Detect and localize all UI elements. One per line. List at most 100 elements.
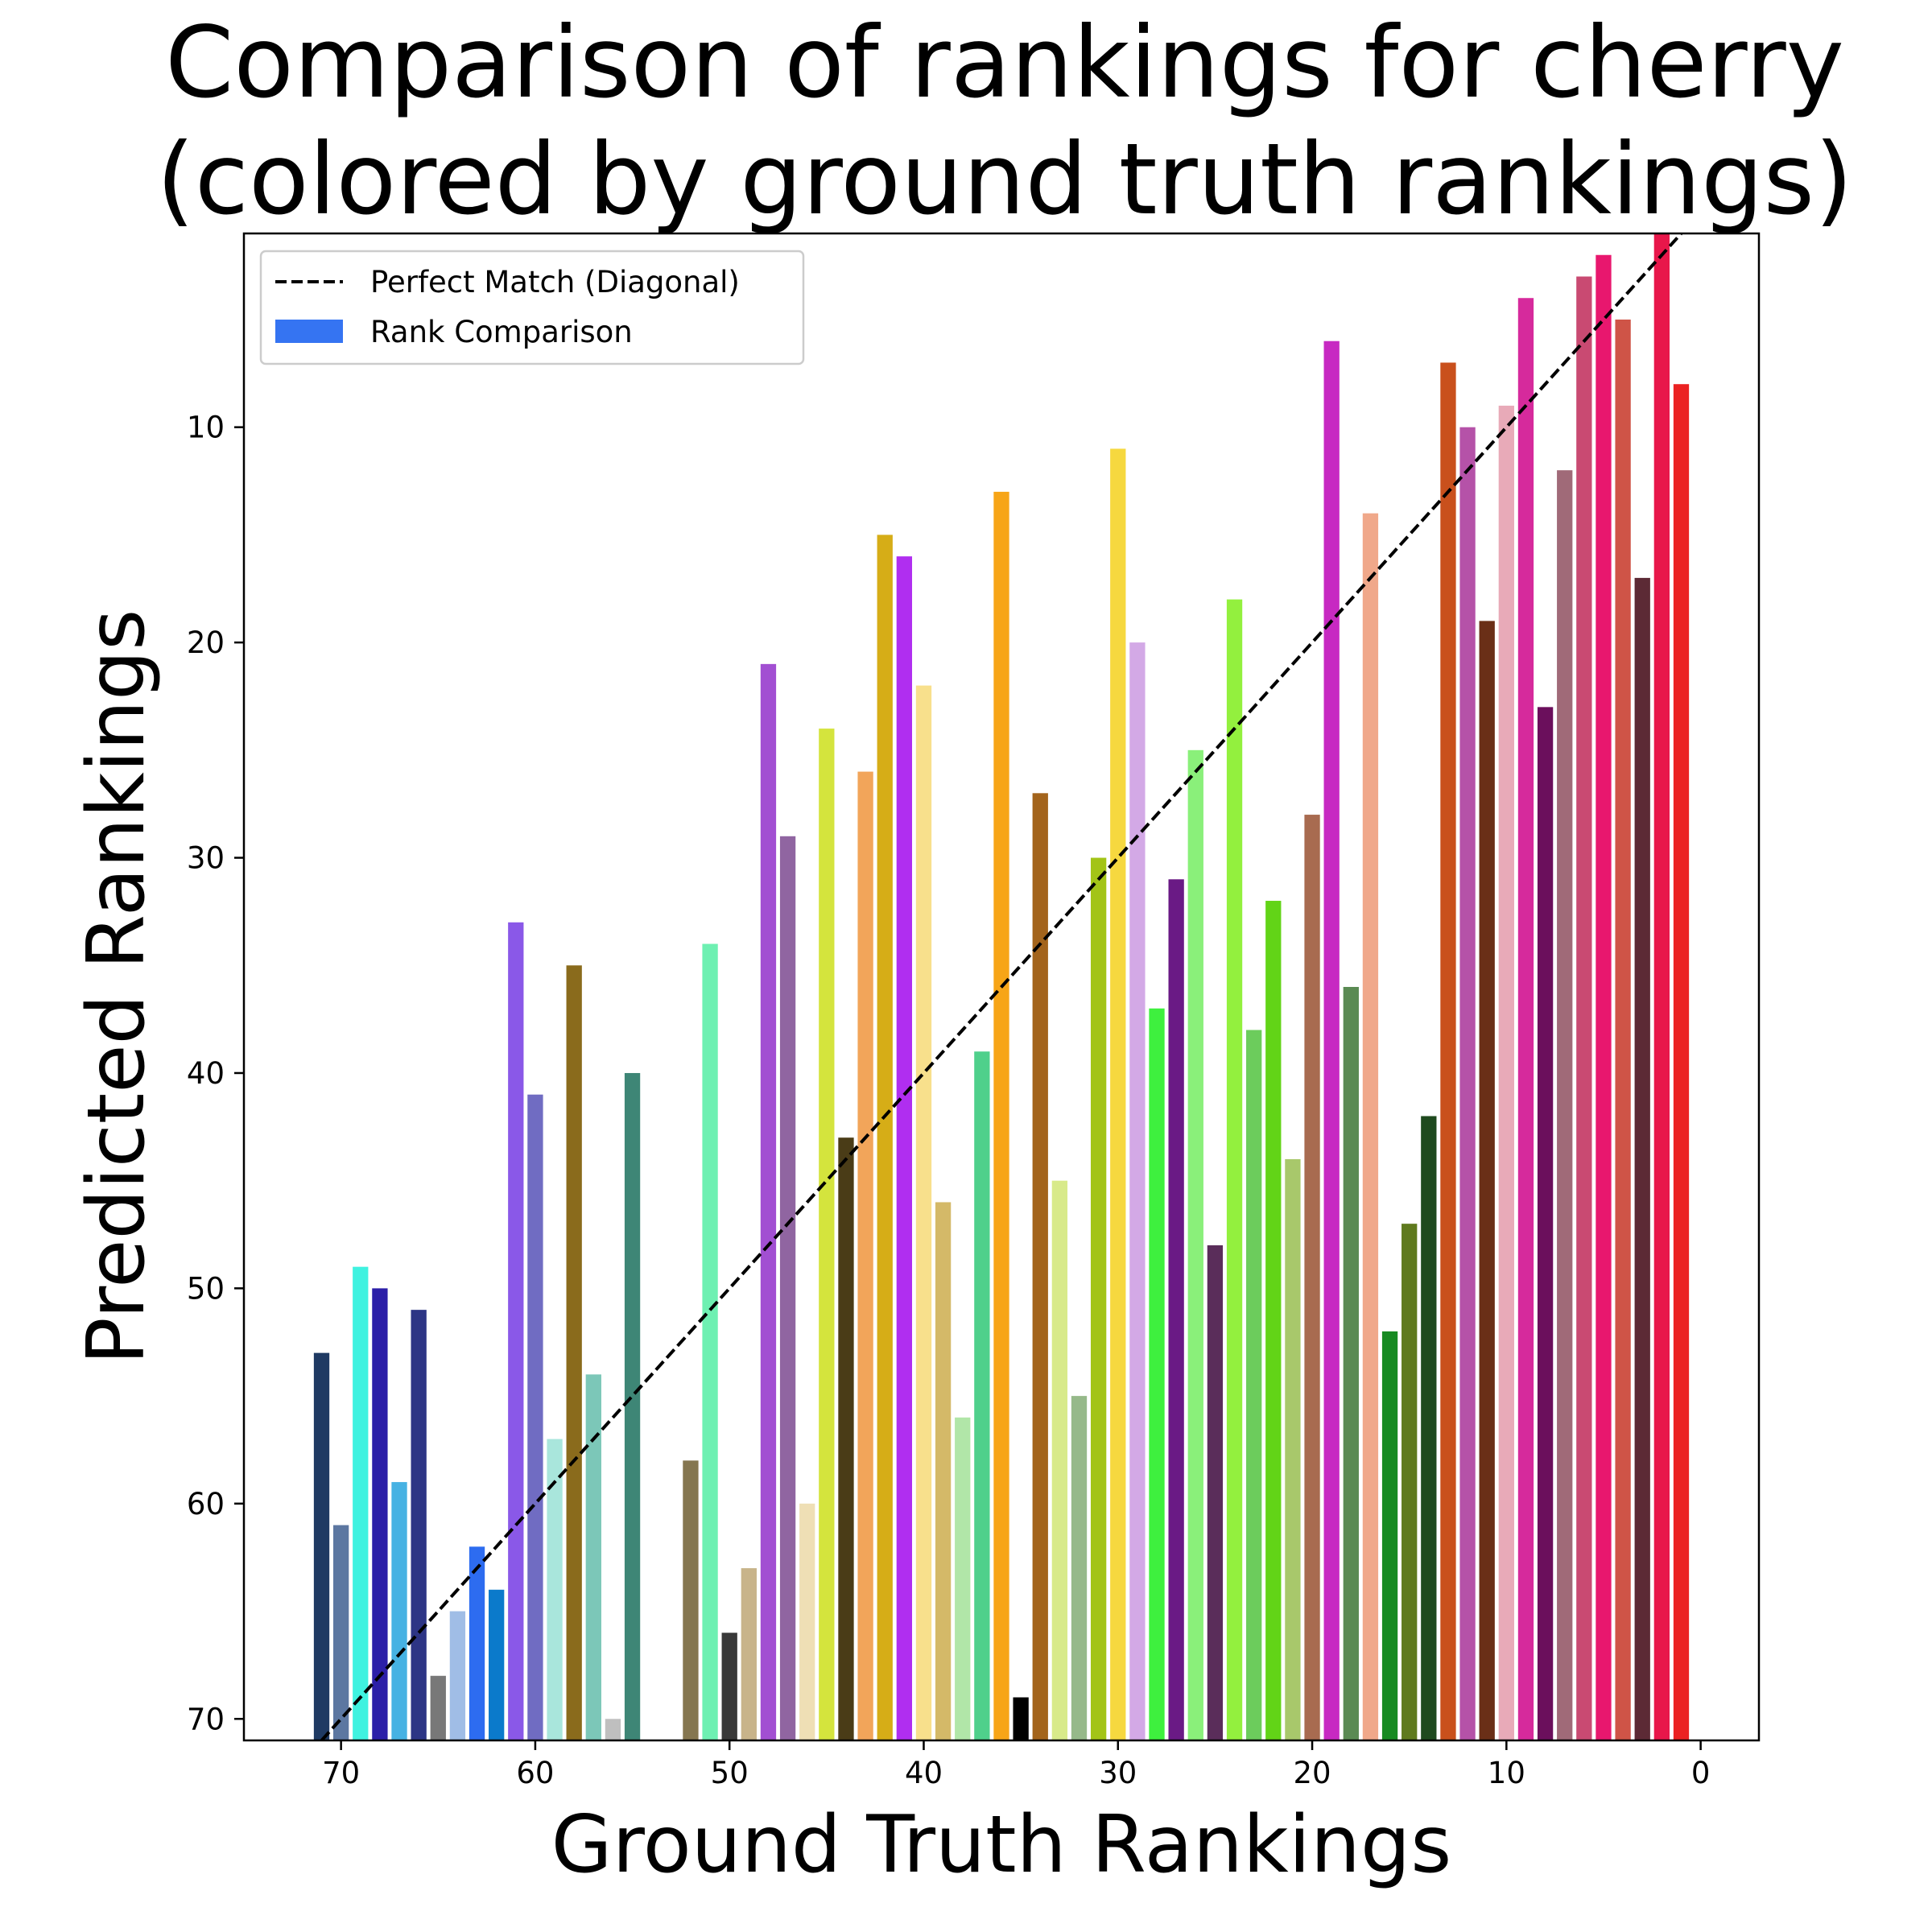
bar-rank-69 <box>353 1266 369 1740</box>
bar-rank-26 <box>1187 749 1203 1740</box>
bar-rank-38 <box>955 1417 971 1740</box>
bar-rank-40 <box>915 685 932 1740</box>
chart-title-line-2: (colored by ground truth rankings) <box>156 122 1852 237</box>
y-tick-label-50: 50 <box>187 1271 225 1306</box>
bar-rank-52 <box>683 1460 699 1740</box>
x-tick-label-30: 30 <box>1099 1756 1137 1790</box>
legend-label-diagonal: Perfect Match (Diagonal) <box>370 265 740 299</box>
legend-label-bars: Rank Comparison <box>370 315 633 349</box>
bar-rank-39 <box>935 1202 952 1740</box>
x-tick-label-10: 10 <box>1488 1756 1525 1790</box>
bar-rank-32 <box>1071 1396 1088 1740</box>
bar-rank-3 <box>1634 577 1650 1740</box>
bars-layer <box>313 233 1690 1740</box>
bar-rank-37 <box>974 1051 990 1740</box>
bar-rank-4 <box>1615 319 1631 1740</box>
bar-rank-11 <box>1479 621 1495 1740</box>
bar-rank-31 <box>1090 857 1107 1740</box>
legend-frame <box>259 250 805 365</box>
bar-rank-7 <box>1557 470 1573 1740</box>
bar-rank-60 <box>527 1094 543 1740</box>
bar-rank-24 <box>1226 599 1243 1740</box>
bar-rank-21 <box>1285 1158 1301 1740</box>
x-axis: 70 60 50 40 30 20 10 0 <box>322 1740 1710 1790</box>
bar-rank-22 <box>1265 901 1282 1740</box>
bar-rank-36 <box>993 491 1009 1740</box>
x-tick-label-40: 40 <box>905 1756 943 1790</box>
legend: Perfect Match (Diagonal) Rank Comparison <box>259 250 805 365</box>
x-axis-title: Ground Truth Rankings <box>551 1799 1452 1891</box>
x-tick-label-20: 20 <box>1294 1756 1331 1790</box>
bar-rank-41 <box>896 556 913 1740</box>
chart-title-line-1: Comparison of rankings for cherry <box>165 6 1844 120</box>
bar-rank-67 <box>391 1482 407 1740</box>
bar-rank-51 <box>702 943 718 1740</box>
bar-rank-29 <box>1129 642 1146 1740</box>
bar-rank-48 <box>760 663 777 1740</box>
bar-rank-65 <box>430 1675 446 1740</box>
bar-rank-57 <box>585 1374 601 1740</box>
bar-rank-15 <box>1402 1224 1418 1740</box>
bar-rank-68 <box>372 1288 388 1740</box>
bar-rank-62 <box>489 1589 505 1740</box>
bar-rank-34 <box>1032 793 1048 1740</box>
bar-rank-20 <box>1304 815 1320 1740</box>
bar-rank-28 <box>1149 1008 1165 1740</box>
x-tick-label-70: 70 <box>322 1756 360 1790</box>
y-tick-label-20: 20 <box>187 625 225 660</box>
bar-rank-44 <box>838 1137 854 1740</box>
bar-rank-46 <box>799 1503 815 1740</box>
x-tick-label-50: 50 <box>711 1756 749 1790</box>
bar-rank-56 <box>605 1719 621 1740</box>
bar-rank-47 <box>779 836 796 1740</box>
bar-rank-33 <box>1051 1180 1068 1740</box>
perfect-match-diagonal-line <box>320 233 1682 1740</box>
bar-rank-64 <box>449 1611 466 1740</box>
y-axis: 10 20 30 40 50 60 70 <box>187 411 244 1736</box>
bar-rank-23 <box>1246 1030 1262 1740</box>
bar-rank-49 <box>741 1568 757 1740</box>
bar-rank-13 <box>1440 362 1456 1740</box>
bar-rank-1 <box>1673 384 1690 1740</box>
bar-rank-10 <box>1498 405 1514 1740</box>
bar-rank-43 <box>857 771 873 1740</box>
bar-rank-30 <box>1110 448 1126 1740</box>
bar-rank-27 <box>1168 879 1184 1740</box>
bar-rank-45 <box>819 729 835 1740</box>
bar-rank-14 <box>1421 1116 1437 1740</box>
bar-rank-66 <box>411 1310 427 1740</box>
bar-rank-12 <box>1459 427 1476 1740</box>
bar-rank-6 <box>1576 276 1592 1740</box>
bar-rank-50 <box>721 1633 737 1740</box>
bar-rank-71 <box>313 1352 330 1740</box>
bar-rank-9 <box>1517 298 1534 1740</box>
legend-bar-swatch <box>275 320 343 343</box>
y-tick-label-60: 60 <box>187 1487 225 1521</box>
y-tick-label-40: 40 <box>187 1056 225 1091</box>
bar-rank-42 <box>877 535 893 1740</box>
y-axis-title: Predicted Rankings <box>71 609 163 1365</box>
x-tick-label-0: 0 <box>1691 1756 1711 1790</box>
bar-rank-25 <box>1207 1245 1224 1740</box>
bar-rank-18 <box>1343 987 1359 1740</box>
bar-rank-17 <box>1362 513 1379 1740</box>
diagonal-layer <box>320 233 1682 1740</box>
y-tick-label-10: 10 <box>187 411 225 445</box>
bar-rank-70 <box>332 1525 349 1740</box>
bar-rank-35 <box>1013 1697 1029 1740</box>
bar-rank-16 <box>1381 1331 1398 1740</box>
axes-frame <box>242 232 1761 1742</box>
bar-rank-58 <box>566 965 582 1740</box>
bar-rank-8 <box>1537 707 1554 1740</box>
bar-rank-61 <box>508 922 524 1740</box>
bar-rank-5 <box>1596 254 1612 1740</box>
y-tick-label-30: 30 <box>187 841 225 876</box>
bar-rank-2 <box>1653 233 1670 1740</box>
bar-rank-59 <box>547 1439 563 1740</box>
x-tick-label-60: 60 <box>516 1756 554 1790</box>
bar-rank-19 <box>1323 341 1340 1740</box>
plot-area <box>313 233 1690 1740</box>
bar-rank-55 <box>624 1072 641 1740</box>
